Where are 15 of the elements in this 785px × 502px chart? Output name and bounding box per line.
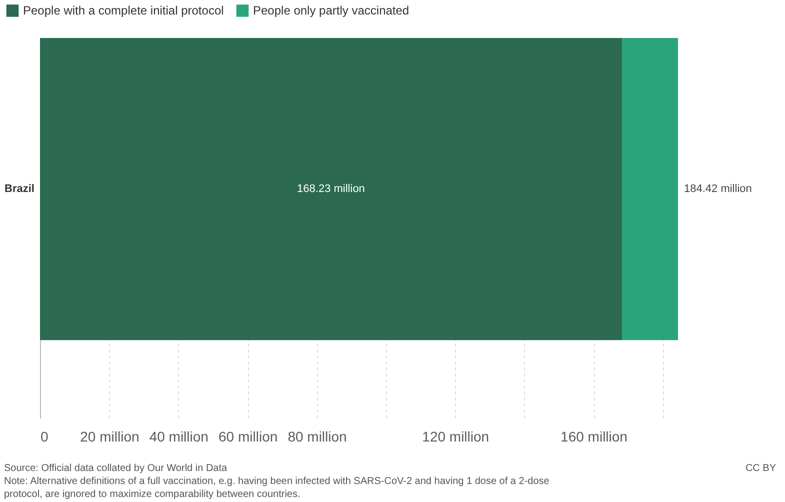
- legend-label: People with a complete initial protocol: [23, 4, 224, 18]
- x-tick-label: 120 million: [422, 428, 490, 444]
- x-tick-label: 160 million: [560, 428, 628, 444]
- text: CC BY: [745, 463, 776, 474]
- y-tick-label: Brazil: [4, 183, 34, 196]
- source-note: Source: Official data collated by Our World in Data: [4, 463, 228, 474]
- x-tick-label: 60 million: [218, 428, 278, 444]
- x-tick-label: 20 million: [80, 428, 140, 444]
- x-tick-label: 80 million: [288, 428, 347, 444]
- text: Note: Alternative definitions of a full vaccination, e.g. having been infected with SARS-CoV-2 and having 1 dose of a 2-dose protocol, are ignored to maximize comparability between countries.: [4, 476, 550, 500]
- x-tick-label: 40 million: [149, 428, 208, 444]
- total-label: 184.42 million: [684, 183, 752, 196]
- legend-label: People only partly vaccinated: [253, 4, 410, 18]
- x-tick-label: 0: [40, 428, 48, 444]
- data-label: 168.23 million: [297, 183, 365, 196]
